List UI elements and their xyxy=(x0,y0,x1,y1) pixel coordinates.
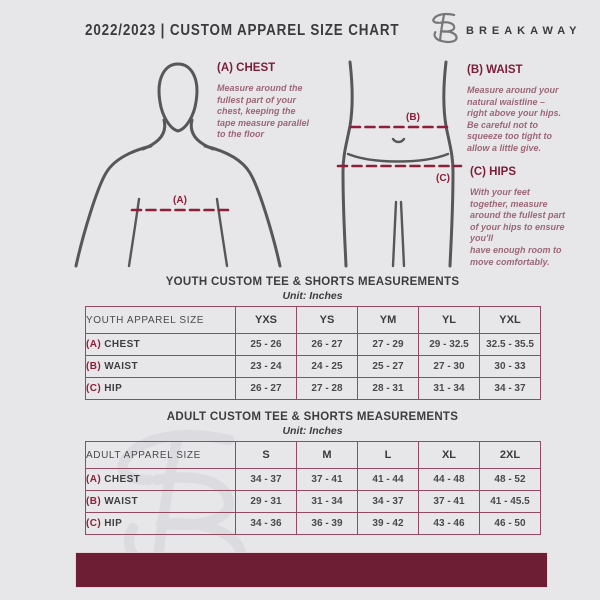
waist-guide: (B) WAIST Measure around your natural wa… xyxy=(467,64,592,155)
brand-name: BREAKAWAY xyxy=(466,25,582,37)
size-value-cell: 37 - 41 xyxy=(296,468,358,491)
youth-chest-row: (A) CHEST 25 - 26 26 - 27 27 - 29 29 - 3… xyxy=(85,333,541,356)
page-title: 2022/2023 | CUSTOM APPAREL SIZE CHART xyxy=(85,22,400,39)
size-value-cell: 36 - 39 xyxy=(296,512,358,535)
size-header: L xyxy=(357,441,419,469)
size-header: YL xyxy=(418,306,480,334)
size-value-cell: 32.5 - 35.5 xyxy=(479,333,541,356)
row-label: (C) HIP xyxy=(85,377,236,400)
size-header: 2XL xyxy=(479,441,541,469)
size-value-cell: 27 - 30 xyxy=(418,355,480,378)
size-value-cell: 26 - 27 xyxy=(235,377,297,400)
youth-size-table: YOUTH APPAREL SIZE YXS YS YM YL YXL (A) … xyxy=(85,306,541,400)
breakaway-logo-icon xyxy=(432,12,458,44)
size-value-cell: 29 - 32.5 xyxy=(418,333,480,356)
lower-torso-figure: (B) (C) xyxy=(336,60,463,268)
youth-table-unit: Unit: Inches xyxy=(282,290,343,302)
waist-description: Measure around your natural waistline – … xyxy=(467,85,562,153)
size-header: S xyxy=(235,441,297,469)
size-value-cell: 24 - 25 xyxy=(296,355,358,378)
youth-size-column-header: YOUTH APPAREL SIZE xyxy=(85,306,236,334)
size-value-cell: 29 - 31 xyxy=(235,490,297,513)
footer-accent-bar xyxy=(75,552,548,588)
adult-hip-row: (C) HIP 34 - 36 36 - 39 39 - 42 43 - 46 … xyxy=(85,512,541,535)
size-value-cell: 25 - 26 xyxy=(235,333,297,356)
size-value-cell: 41 - 45.5 xyxy=(479,490,541,513)
size-header: XL xyxy=(418,441,480,469)
hips-description: With your feet together, measure around … xyxy=(470,187,566,267)
size-header: M xyxy=(296,441,358,469)
adult-size-column-header: ADULT APPAREL SIZE xyxy=(85,441,236,469)
size-value-cell: 34 - 37 xyxy=(479,377,541,400)
size-value-cell: 27 - 29 xyxy=(357,333,419,356)
size-value-cell: 23 - 24 xyxy=(235,355,297,378)
size-value-cell: 26 - 27 xyxy=(296,333,358,356)
row-label: (B) WAIST xyxy=(85,355,236,378)
chest-heading: (A) CHEST xyxy=(217,62,276,74)
size-value-cell: 30 - 33 xyxy=(479,355,541,378)
row-label: (A) CHEST xyxy=(85,468,236,491)
size-value-cell: 39 - 42 xyxy=(357,512,419,535)
size-value-cell: 27 - 28 xyxy=(296,377,358,400)
size-value-cell: 31 - 34 xyxy=(296,490,358,513)
adult-waist-row: (B) WAIST 29 - 31 31 - 34 34 - 37 37 - 4… xyxy=(85,490,541,513)
size-value-cell: 41 - 44 xyxy=(357,468,419,491)
hips-heading: (C) HIPS xyxy=(470,166,516,178)
size-value-cell: 34 - 36 xyxy=(235,512,297,535)
adult-header-row: ADULT APPAREL SIZE S M L XL 2XL xyxy=(85,441,541,469)
size-value-cell: 34 - 37 xyxy=(235,468,297,491)
size-value-cell: 34 - 37 xyxy=(357,490,419,513)
size-value-cell: 46 - 50 xyxy=(479,512,541,535)
row-label: (A) CHEST xyxy=(85,333,236,356)
youth-table-title: YOUTH CUSTOM TEE & SHORTS MEASUREMENTS xyxy=(165,276,460,288)
adult-chest-row: (A) CHEST 34 - 37 37 - 41 41 - 44 44 - 4… xyxy=(85,468,541,491)
size-header: YS xyxy=(296,306,358,334)
size-header: YM xyxy=(357,306,419,334)
youth-waist-row: (B) WAIST 23 - 24 24 - 25 25 - 27 27 - 3… xyxy=(85,355,541,378)
youth-header-row: YOUTH APPAREL SIZE YXS YS YM YL YXL xyxy=(85,306,541,334)
chest-guide: (A) CHEST Measure around the fullest par… xyxy=(217,62,342,141)
waist-heading: (B) WAIST xyxy=(467,64,523,76)
adult-size-table: ADULT APPAREL SIZE S M L XL 2XL (A) CHES… xyxy=(85,441,541,535)
hips-line-marker: (C) xyxy=(436,173,450,184)
size-value-cell: 37 - 41 xyxy=(418,490,480,513)
row-label: (C) HIP xyxy=(85,512,236,535)
size-header: YXL xyxy=(479,306,541,334)
adult-table-title: ADULT CUSTOM TEE & SHORTS MEASUREMENTS xyxy=(166,411,459,423)
size-value-cell: 25 - 27 xyxy=(357,355,419,378)
size-value-cell: 31 - 34 xyxy=(418,377,480,400)
chest-line-marker: (A) xyxy=(173,195,187,206)
row-label: (B) WAIST xyxy=(85,490,236,513)
hips-guide: (C) HIPS With your feet together, measur… xyxy=(470,166,595,268)
size-value-cell: 48 - 52 xyxy=(479,468,541,491)
size-value-cell: 43 - 46 xyxy=(418,512,480,535)
size-header: YXS xyxy=(235,306,297,334)
youth-hip-row: (C) HIP 26 - 27 27 - 28 28 - 31 31 - 34 … xyxy=(85,377,541,400)
waist-line-marker: (B) xyxy=(406,112,420,123)
size-value-cell: 28 - 31 xyxy=(357,377,419,400)
size-value-cell: 44 - 48 xyxy=(418,468,480,491)
upper-torso-figure: (A) xyxy=(74,62,282,268)
adult-table-unit: Unit: Inches xyxy=(282,425,343,437)
chest-description: Measure around the fullest part of your … xyxy=(217,83,310,140)
